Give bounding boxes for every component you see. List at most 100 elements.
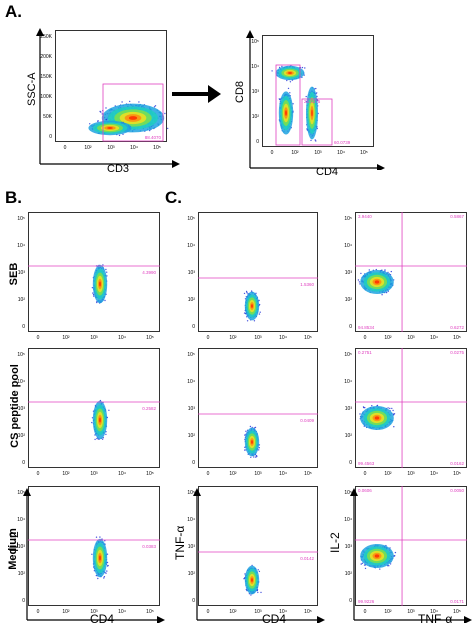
panel-a1-x-tick: 0 (64, 145, 67, 151)
panel-b-cs-frame (28, 348, 160, 468)
panel-b-seb-y-tick: 10⁵ (17, 216, 25, 222)
panel-a2-y-tick: 10⁵ (251, 39, 259, 45)
panel-c1-medium-gate-value: 0.0142 (300, 556, 314, 561)
panel-b-medium-y-tick: 0 (22, 598, 25, 604)
panel-b-cs-x-tick: 10⁴ (118, 471, 126, 477)
panel-b-cs-x-tick: 10² (62, 471, 70, 477)
panel-c2-medium-x-tick: 10³ (407, 609, 415, 615)
panel-a1-svg: 250K 200K 150K 100K 50K 0 0 10² 10³ 10⁴ 10⁵ 88.4070 (40, 30, 169, 151)
panel-b-seb-y-tick: 10³ (18, 270, 26, 276)
section-label-c: C. (165, 188, 182, 207)
panel-a1-y-tick: 250K (40, 34, 52, 40)
panel-c2-seb-y-tick: 0 (349, 324, 352, 330)
panel-a2-x-tick: 0 (271, 150, 274, 156)
axis-arrows-c1 (193, 488, 325, 623)
panel-a2-gate-value-1: 26.4375 (304, 99, 321, 104)
panel-c1-cs-x-tick: 0 (207, 471, 210, 477)
axis-arrows-a1 (36, 28, 180, 168)
panel-a2-gate-cd8 (275, 64, 301, 146)
panel-c1-cs-gate-value: 0.0409 (300, 418, 314, 423)
arrow-icon (172, 85, 221, 103)
panel-c1-medium-y-tick: 10³ (188, 544, 196, 550)
panel-c1-seb-y-tick: 10⁴ (187, 243, 195, 249)
panel-c2-seb-q1: 3.9440 (358, 214, 372, 219)
panel-c1-seb-x-tick: 10² (229, 335, 237, 341)
panel-b-seb-x-tick: 10⁴ (118, 335, 126, 341)
panel-a2-svg: 10⁵ 10⁴ 10³ 10² 0 0 10² 10³ 10⁴ 10⁵ 26.4375 60.0739 (251, 35, 374, 156)
panel-c2-seb-y-tick: 10⁴ (344, 243, 352, 249)
panel-b-seb-plot: 10⁵ 10⁴ 10³ 10² 0 0 10² 10³ 10⁴ 10⁵ 4.3990 (17, 212, 160, 341)
panel-b-cs-y-tick: 0 (22, 460, 25, 466)
panel-c1-cs-y-tick: 10² (188, 433, 196, 439)
panel-c2-medium-plot: 10⁵ 10⁴ 10³ 10² 0 0 10² 10³ 10⁴ 10⁵ 0.0606 0.0050 99… (344, 486, 467, 615)
panel-c1-medium-y-tick: 10² (188, 571, 196, 577)
panel-b-seb-y-tick: 10⁴ (17, 243, 25, 249)
panel-c1-cs-density (244, 425, 261, 458)
panel-b-seb-x-tick: 10² (62, 335, 70, 341)
panel-c1-seb-y-tick: 10² (188, 297, 196, 303)
panel-c1-cs-y-tick: 0 (192, 460, 195, 466)
panel-a1-gate-value: 88.4070 (145, 135, 162, 140)
panel-b-xlabel: CD4 (90, 612, 115, 626)
panel-c2-cs-svg: 10⁵ 10⁴ 10³ 10² 0 0 10² 10³ 10⁴ 10⁵ 0.2751 0.0275 99… (344, 348, 467, 477)
panel-c2-xlabel: TNF-α (418, 612, 453, 626)
panel-b-cs-y-tick: 10⁴ (17, 379, 25, 385)
panel-c1-seb-x-tick: 10⁵ (304, 335, 312, 341)
panel-a1-xlabel: CD3 (107, 163, 130, 175)
panel-a1-plot: 250K 200K 150K 100K 50K 0 0 10² 10³ 10⁴ 10⁵ 88.4070 (40, 30, 169, 151)
panel-a2-xlabel: CD4 (316, 166, 339, 178)
panel-c2-cs-x-tick: 10³ (407, 471, 415, 477)
panel-c1-medium-svg: 10⁵ 10⁴ 10³ 10² 0 0 10² 10³ 10⁴ 10⁵ 0.0142 (187, 486, 318, 615)
panel-c1-seb-plot: 10⁵ 10⁴ 10³ 10² 0 0 10² 10³ 10⁴ 10⁵ 1.5360 (187, 212, 318, 341)
panel-b-medium-x-tick: 10² (62, 609, 70, 615)
panel-c2-cs-x-tick: 10² (384, 471, 392, 477)
panel-c2-seb-x-tick: 0 (364, 335, 367, 341)
panel-a2-x-tick: 10³ (314, 150, 322, 156)
panel-c2-cs-q1: 0.2751 (358, 350, 372, 355)
panel-b-medium-density (91, 536, 109, 580)
panel-c1-seb-y-tick: 10³ (188, 270, 196, 276)
panel-a2-x-tick: 10² (291, 150, 299, 156)
panel-c1-cs-x-tick: 10⁴ (279, 471, 287, 477)
panel-c2-cs-q3: 99.4563 (358, 461, 375, 466)
panel-b-medium-plot: 10⁵ 10⁴ 10³ 10² 0 0 10² 10³ 10⁴ 10⁵ 0.0383 (17, 486, 160, 615)
panel-c2-cs-x-tick: 0 (364, 471, 367, 477)
panel-a1-x-tick: 10⁵ (153, 145, 161, 151)
panel-c2-seb-plot: 10⁵ 10⁴ 10³ 10² 0 0 10² 10³ 10⁴ 10⁵ 3.9440 0.5867 94… (344, 212, 467, 341)
panel-c2-cs-y-tick: 10⁵ (344, 352, 352, 358)
panel-a1-gate (102, 83, 164, 142)
panel-c1-seb-x-tick: 10⁴ (279, 335, 287, 341)
panel-c2-seb-x-tick: 10³ (407, 335, 415, 341)
panel-b-medium-y-tick: 10² (18, 571, 26, 577)
panel-b-seb-x-tick: 10⁵ (146, 335, 154, 341)
panel-a2-y-tick: 10² (252, 114, 260, 120)
panel-c2-medium-x-tick: 10² (384, 609, 392, 615)
panel-c2-seb-y-tick: 10² (345, 297, 353, 303)
panel-b-medium-x-tick: 10⁴ (118, 609, 126, 615)
panel-b-cs-gate-value: 0.2582 (142, 406, 156, 411)
panel-c2-medium-q2: 0.0050 (450, 488, 464, 493)
panel-b-seb-y-tick: 10² (18, 297, 26, 303)
panel-c2-seb-x-tick: 10⁴ (430, 335, 438, 341)
panel-a2-y-tick: 10⁴ (251, 64, 259, 70)
panel-c1-cs-x-tick: 10² (229, 471, 237, 477)
panel-a1-y-tick: 0 (49, 134, 52, 140)
axis-arrows-b (23, 488, 165, 623)
panel-c2-cs-density (359, 404, 396, 430)
panel-b-medium-y-tick: 10⁵ (17, 490, 25, 496)
section-label-b: B. (5, 188, 22, 207)
panel-b-medium-y-tick: 10⁴ (17, 517, 25, 523)
panel-c1-medium-y-tick: 10⁵ (187, 490, 195, 496)
panel-c2-seb-x-tick: 10⁵ (453, 335, 461, 341)
panel-b-cs-y-tick: 10³ (18, 406, 26, 412)
panel-a1-x-tick: 10² (84, 145, 92, 151)
panel-c1-seb-y-tick: 0 (192, 324, 195, 330)
panel-c2-medium-x-tick: 10⁴ (430, 609, 438, 615)
panel-c1-seb-x-tick: 0 (207, 335, 210, 341)
panel-b-cs-y-tick: 10⁵ (17, 352, 25, 358)
panel-c1-seb-density (243, 290, 261, 322)
panel-b-seb-density (91, 264, 108, 304)
panel-c1-medium-density (243, 564, 262, 596)
panel-c1-medium-x-tick: 10⁵ (304, 609, 312, 615)
panel-c2-cs-x-tick: 10⁴ (430, 471, 438, 477)
